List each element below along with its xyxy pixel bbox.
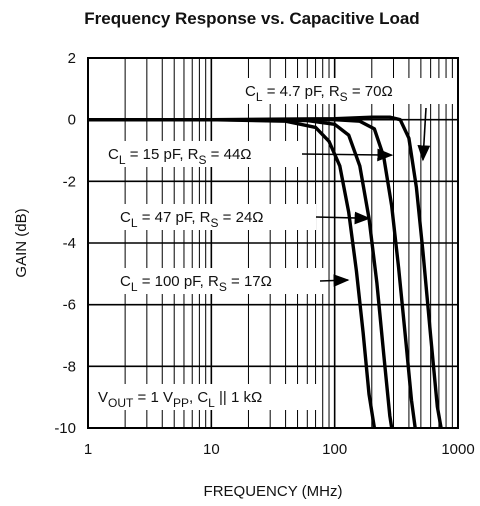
plot-frame — [87, 57, 459, 429]
tick-labels: 1 10 100 1000 2 0 -2 -4 -6 -8 -10 — [54, 50, 474, 458]
annotation-background — [116, 268, 324, 294]
annotation-label: VOUT = 1 VPP, CL || 1 kΩ — [98, 389, 262, 410]
annotation-ann-47: CL = 47 pF, RS = 24Ω — [116, 204, 371, 230]
x-tick-label: 1000 — [441, 441, 474, 458]
annotation-label: CL = 47 pF, RS = 24Ω — [120, 209, 264, 230]
series-line-4 — [88, 117, 377, 428]
annotation-ann-vout: VOUT = 1 VPP, CL || 1 kΩ — [94, 384, 322, 410]
grid — [87, 57, 459, 429]
annotation-label: CL = 100 pF, RS = 17Ω — [120, 273, 272, 294]
annotation-background — [116, 204, 316, 230]
annotation-background — [94, 384, 322, 410]
y-tick-label: 2 — [68, 50, 76, 67]
y-tick-label: -6 — [63, 297, 76, 314]
x-axis-label: FREQUENCY (MHz) — [204, 483, 343, 500]
y-tick-label: -10 — [54, 420, 76, 437]
annotation-ann-15: CL = 15 pF, RS = 44Ω — [104, 141, 394, 167]
y-tick-label: -2 — [63, 173, 76, 190]
annotation-label: CL = 15 pF, RS = 44Ω — [108, 146, 252, 167]
annotation-background — [241, 78, 453, 104]
annotation-arrow — [417, 107, 431, 162]
annotation-label: CL = 4.7 pF, RS = 70Ω — [245, 83, 393, 104]
annotation-arrow — [301, 148, 394, 162]
y-axis-label: GAIN (dB) — [13, 208, 30, 277]
annotation-ann-4p7: CL = 4.7 pF, RS = 70Ω — [241, 78, 453, 162]
y-tick-label: -4 — [63, 235, 76, 252]
annotation-ann-100: CL = 100 pF, RS = 17Ω — [116, 268, 350, 294]
chart-title: Frequency Response vs. Capacitive Load — [84, 9, 419, 28]
x-tick-label: 100 — [322, 441, 347, 458]
x-tick-label: 1 — [84, 441, 92, 458]
annotations: CL = 4.7 pF, RS = 70Ω CL = 15 pF, RS = 44… — [94, 78, 453, 410]
x-tick-label: 10 — [203, 441, 220, 458]
annotation-arrow — [319, 274, 350, 287]
y-tick-label: 0 — [68, 112, 76, 129]
y-tick-label: -8 — [63, 358, 76, 375]
annotation-background — [104, 141, 304, 167]
annotation-arrow — [315, 211, 371, 225]
